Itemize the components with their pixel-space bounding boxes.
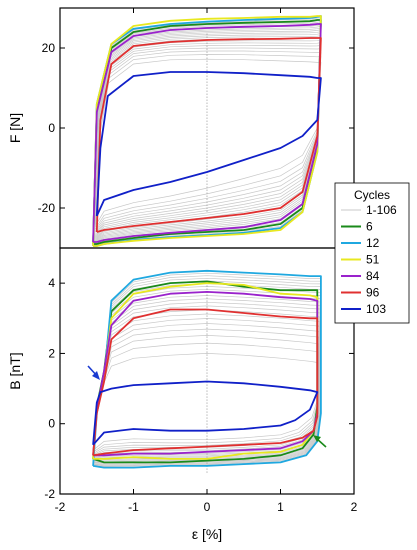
background-cycle-line: [93, 33, 322, 238]
background-cycle-line: [93, 27, 322, 241]
cycle-6-line: [92, 280, 319, 464]
y-tick-label: 20: [42, 41, 56, 55]
background-cycle-line: [92, 353, 319, 451]
highlighted-cycles-force: [92, 15, 322, 247]
x-tick-label: 0: [204, 500, 211, 514]
cycle-84-line: [92, 290, 319, 457]
legend-label: 1-106: [366, 203, 397, 217]
legend-label: 12: [366, 236, 380, 250]
legend-label: 51: [366, 253, 380, 267]
strain-x-axis-label: ε [%]: [192, 526, 222, 542]
cycle-51-line: [92, 282, 319, 460]
y-tick-label: 4: [48, 276, 55, 290]
y-tick-label: -2: [44, 487, 55, 501]
cycle-103-line: [92, 380, 319, 446]
legend-label: 6: [366, 220, 373, 234]
y-tick-label: 0: [48, 417, 55, 431]
background-cycle-line: [92, 381, 318, 446]
force-panel: -20 0 20 F [N]: [7, 7, 355, 249]
legend-label: 96: [366, 286, 380, 300]
field-y-ticks: -2 0 2 4: [44, 276, 354, 501]
legend-box: [334, 182, 410, 324]
cycle-12-line: [92, 269, 322, 469]
legend-entries: 1-106 6 12 51 84 96 103: [341, 203, 397, 316]
cycle-51-line: [92, 15, 322, 247]
x-tick-label: -2: [55, 500, 66, 514]
force-y-ticks: -20 0 20: [38, 41, 354, 215]
strain-x-ticks: -2 -1 0 1 2: [55, 8, 358, 514]
background-cycle-line: [92, 309, 320, 459]
highlighted-cycles-field: [92, 269, 322, 469]
x-tick-label: 2: [351, 500, 358, 514]
x-tick-label: -1: [128, 500, 139, 514]
background-cycle-line: [92, 342, 319, 453]
background-cycle-line: [93, 31, 322, 239]
green-arrow-annotation: [313, 435, 327, 448]
legend: Cycles 1-106 6 12 51 84 96 103: [334, 182, 410, 324]
cycle-96-line: [92, 308, 319, 457]
y-tick-label: -20: [38, 201, 56, 215]
background-cycle-line: [95, 58, 322, 224]
y-tick-label: 0: [48, 121, 55, 135]
cycle-96-line: [95, 37, 322, 233]
cycle-103-line: [95, 71, 322, 217]
x-tick-label: 1: [277, 500, 284, 514]
legend-title: Cycles: [354, 188, 390, 202]
cycle-84-line: [92, 23, 322, 243]
y-tick-label: 2: [48, 346, 55, 360]
blue-arrow-annotation: [87, 365, 100, 380]
legend-label: 103: [366, 302, 386, 316]
field-y-axis-label: B [nT]: [7, 352, 23, 389]
background-cycle-line: [93, 35, 322, 237]
legend-label: 84: [366, 269, 380, 283]
force-y-axis-label: F [N]: [7, 113, 23, 143]
